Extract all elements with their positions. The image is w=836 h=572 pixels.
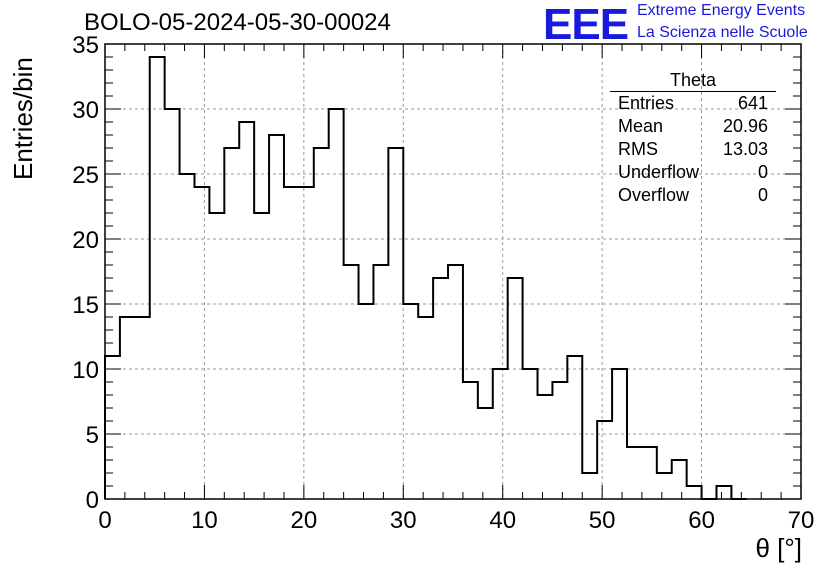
histogram-bin — [478, 408, 493, 499]
y-tick-label: 25 — [72, 162, 99, 189]
histogram-bin — [403, 304, 418, 499]
x-tick-label: 10 — [191, 507, 218, 534]
histogram-bin — [657, 473, 672, 499]
histogram-bin — [642, 447, 657, 499]
histogram-bin — [284, 187, 299, 499]
y-tick-label: 30 — [72, 97, 99, 124]
stats-value: 641 — [737, 93, 768, 113]
y-tick-label: 10 — [72, 357, 99, 384]
stats-value: 0 — [757, 185, 768, 205]
stats-row-rms: RMS 13.03 — [610, 138, 776, 161]
y-tick-label: 35 — [72, 32, 99, 59]
chart-title: BOLO-05-2024-05-30-00024 — [84, 9, 391, 36]
histogram-bin — [448, 265, 463, 499]
eee-logo: EEE — [543, 0, 629, 49]
y-tick-label: 5 — [86, 422, 99, 449]
histogram-bin — [373, 265, 388, 499]
logo-line-2: La Scienza nelle Scuole — [637, 24, 808, 41]
y-tick-label: 20 — [72, 227, 99, 254]
histogram-bin — [120, 317, 135, 499]
histogram-bin — [135, 317, 150, 499]
histogram-bin — [194, 187, 209, 499]
histogram-bin — [538, 395, 553, 499]
stats-box: Theta Entries 641 Mean 20.96 RMS 13.03 U… — [610, 70, 776, 207]
stats-title: Theta — [610, 70, 776, 92]
stats-label: RMS — [618, 139, 658, 159]
stats-label: Mean — [618, 116, 664, 136]
stats-row-underflow: Underflow 0 — [610, 161, 776, 184]
y-tick-label: 0 — [86, 487, 99, 514]
histogram-bin — [687, 486, 702, 499]
x-tick-label: 60 — [688, 507, 715, 534]
histogram-bin — [716, 486, 731, 499]
histogram-bin — [567, 356, 582, 499]
stats-value: 0 — [757, 162, 768, 182]
x-tick-label: 20 — [291, 507, 318, 534]
stats-row-entries: Entries 641 — [610, 92, 776, 115]
stats-row-mean: Mean 20.96 — [610, 115, 776, 138]
histogram-bin — [388, 148, 403, 499]
histogram-bin — [254, 213, 269, 499]
stats-row-overflow: Overflow 0 — [610, 184, 776, 207]
histogram-bin — [672, 460, 687, 499]
histogram-bin — [150, 57, 165, 499]
stats-label: Underflow — [618, 162, 700, 182]
x-tick-label: 30 — [390, 507, 417, 534]
histogram-bin — [359, 304, 374, 499]
plot-frame — [104, 43, 802, 500]
histogram-bin — [344, 265, 359, 499]
x-tick-label: 40 — [489, 507, 516, 534]
histogram-bin — [209, 213, 224, 499]
histogram-bin — [314, 148, 329, 499]
histogram-bin — [418, 317, 433, 499]
histogram-bin — [180, 174, 195, 499]
histogram-bin — [612, 369, 627, 499]
histogram-bin — [224, 148, 239, 499]
y-axis-label: Entries/bin — [8, 57, 38, 180]
histogram-bin — [269, 135, 284, 499]
y-tick-label: 15 — [72, 292, 99, 319]
stats-value: 20.96 — [722, 116, 768, 136]
histogram-bin — [463, 382, 478, 499]
histogram-bin — [105, 356, 120, 499]
histogram-bin — [523, 369, 538, 499]
x-axis-label: θ [°] — [755, 533, 802, 563]
histogram-bin — [627, 447, 642, 499]
histogram-bin — [299, 187, 314, 499]
histogram-line — [104, 56, 747, 500]
stats-value: 13.03 — [722, 139, 768, 159]
histogram-bin — [582, 473, 597, 499]
histogram-bin — [508, 278, 523, 499]
histogram-bin — [239, 122, 254, 499]
x-tick-label: 70 — [788, 507, 815, 534]
histogram-bin — [552, 382, 567, 499]
x-tick-label: 50 — [589, 507, 616, 534]
logo-line-1: Extreme Energy Events — [637, 2, 806, 19]
x-tick-label: 0 — [98, 507, 111, 534]
stats-label: Entries — [618, 93, 675, 113]
histogram-bin — [433, 278, 448, 499]
stats-label: Overflow — [618, 185, 690, 205]
histogram-bin — [597, 421, 612, 499]
